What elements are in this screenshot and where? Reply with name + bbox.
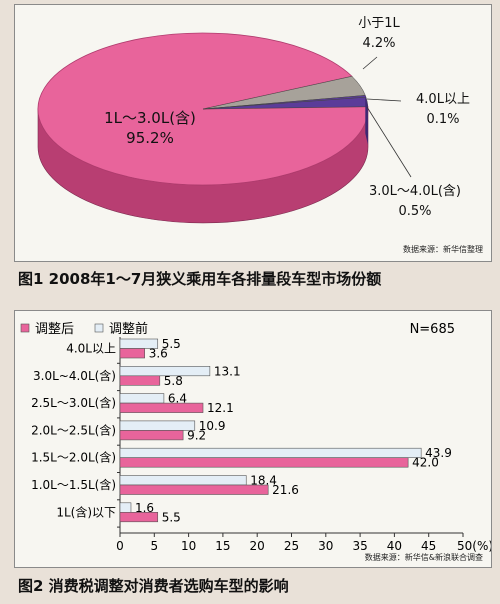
pie-chart-caption: 图1 2008年1～7月狭义乘用车各排量段车型市场份额 [18,270,382,288]
bar-chart: 调整后 调整前 N=685 0 5 10 15 20 25 30 35 40 45 50(%) 4.0L以上… [20,321,493,553]
pie-under-1l-value: 4.2% [362,36,395,51]
bar-value-label-before: 18.4 [250,474,277,488]
category-label: 3.0L~4.0L(含) [33,368,116,383]
category-label: 1.5L～2.0L(含) [31,450,116,465]
bar-chart-caption: 图2 消费税调整对消费者选购车型的影响 [18,577,289,595]
x-tick-label: 15 [215,539,230,553]
bar-after [119,512,159,523]
bar-source-note: 数据来源：新华信&新浪联合调查 [364,553,483,562]
pie-over-4l-value: 0.1% [426,112,459,127]
bar-value-label-after: 5.8 [164,374,183,388]
bar-before [119,502,132,513]
bar-before [119,447,422,458]
bar-value-label-after: 5.5 [162,510,181,524]
pie-leader-over-4l [366,98,402,102]
x-tick-label: 30 [318,539,333,553]
category-label: 2.5L～3.0L(含) [31,395,116,410]
category-label: 1L(含)以下 [56,504,116,519]
bar-before [119,393,165,404]
pie-1-3l-label: 1L～3.0L(含) [104,109,196,127]
bar-value-label-before: 6.4 [168,392,187,406]
sample-size: N=685 [410,322,455,337]
bar-after [119,457,409,468]
bar-value-label-before: 1.6 [135,501,154,515]
pie-leader-3-4l [366,106,412,178]
x-tick-label: 20 [250,539,265,553]
category-label: 2.0L～2.5L(含) [31,422,116,437]
legend-swatch-before [94,323,104,333]
bar-before [119,365,211,377]
bar-value-label-before: 10.9 [199,419,226,433]
category-label: 4.0L以上 [66,342,116,356]
pie-1-3l-value: 95.2% [126,129,174,147]
legend-label-after: 调整后 [35,322,74,337]
x-tick-label: 50(%) [457,539,491,553]
category-label: 1.0L～1.5L(含) [31,477,116,492]
bar-value-label-before: 13.1 [214,364,241,378]
x-tick-label: 5 [150,539,158,553]
bar-value-label-after: 21.6 [272,483,299,497]
legend-swatch-after [20,323,30,333]
bar-after [119,484,269,495]
bar-value-label-after: 9.2 [187,428,206,442]
bar-after [119,402,204,413]
pie-chart: 1L～3.0L(含) 95.2% 小于1L 4.2% 4.0L以上 0.1% 3.0L～4.… [37,16,470,224]
pie-chart-panel: 1L～3.0L(含) 95.2% 小于1L 4.2% 4.0L以上 0.1% 3.0L～4.… [14,4,492,262]
pie-over-4l-label: 4.0L以上 [416,92,470,107]
x-tick-label: 45 [421,539,436,553]
bar-before [119,420,196,431]
x-tick-label: 25 [284,539,299,553]
bar-after [119,375,161,386]
pie-under-1l-label: 小于1L [358,16,400,31]
bar-value-label-before: 5.5 [162,337,181,351]
pie-slice-3-4l [202,96,369,110]
bar-value-label-after: 42.0 [412,456,439,470]
pie-leader-under-1l [362,56,378,70]
pie-source-note: 数据来源：新华信整理 [403,245,483,254]
bar-value-label-before: 43.9 [425,446,452,460]
x-tick-label: 40 [387,539,402,553]
bar-after [119,430,184,441]
legend-label-before: 调整前 [109,321,148,337]
bar-value-label-after: 12.1 [207,401,234,415]
bar-chart-panel: 调整后 调整前 N=685 0 5 10 15 20 25 30 35 40 45 50(%) 4.0L以上… [14,310,493,568]
bar-before [119,475,247,486]
pie-3-4l-label: 3.0L～4.0L(含) [369,183,461,199]
pie-3-4l-value: 0.5% [398,204,431,219]
x-tick-label: 10 [181,539,196,553]
x-tick-label: 0 [116,539,124,553]
pie-slice-1-3l [37,32,369,186]
bar-value-label-after: 3.6 [149,347,168,361]
bar-after [119,348,145,359]
x-tick-label: 35 [352,539,367,553]
